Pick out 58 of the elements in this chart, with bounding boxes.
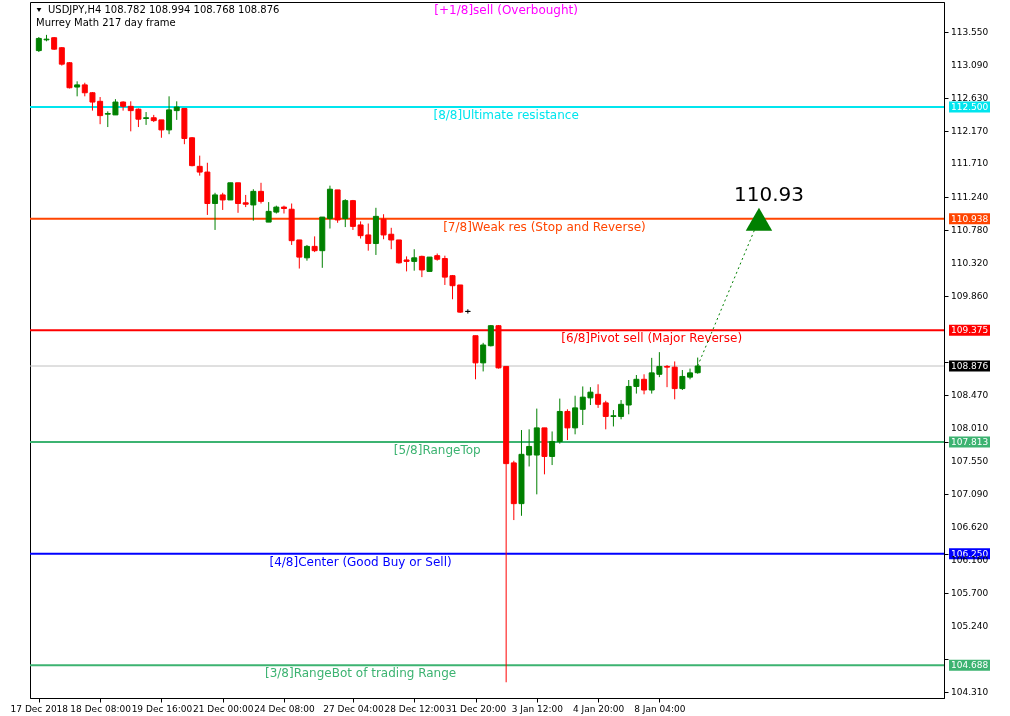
candlestick bbox=[166, 95, 173, 135]
x-tick-label: 3 Jan 12:00 bbox=[511, 703, 564, 714]
ref-line-label: [4/8]Center (Good Buy or Sell) bbox=[269, 554, 452, 569]
y-tick-label: 111.240 bbox=[951, 192, 989, 203]
y-tick-label: 112.630 bbox=[951, 92, 989, 103]
candlestick bbox=[235, 182, 242, 214]
x-tick-label: 28 Dec 12:00 bbox=[384, 703, 446, 714]
candlestick bbox=[212, 192, 219, 231]
y-tick-label: 109.860 bbox=[951, 290, 989, 301]
ref-line-label: [8/8]Ultimate resistance bbox=[433, 108, 579, 123]
candlestick bbox=[258, 182, 264, 205]
candlestick bbox=[480, 342, 487, 372]
annotation: 110.93 bbox=[733, 182, 804, 207]
candlestick bbox=[250, 188, 257, 222]
candlestick bbox=[342, 198, 349, 228]
candlestick bbox=[549, 430, 556, 466]
candlestick bbox=[74, 80, 81, 97]
y-tick-label: 110.780 bbox=[951, 224, 989, 235]
candlestick bbox=[641, 373, 648, 395]
candlestick bbox=[280, 205, 287, 215]
y-tick-label: 108.010 bbox=[951, 422, 989, 433]
chart-title: USDJPY,H4 108.782 108.994 108.768 108.876 bbox=[48, 4, 280, 15]
y-tick-label: 105.240 bbox=[951, 620, 989, 631]
candlestick bbox=[664, 364, 671, 388]
candlestick bbox=[143, 111, 150, 126]
candlestick bbox=[602, 400, 609, 430]
x-tick-label: 8 Jan 04:00 bbox=[634, 703, 686, 714]
candlestick bbox=[173, 100, 180, 121]
candlestick bbox=[671, 360, 678, 400]
y-tick-label: 106.620 bbox=[951, 522, 989, 533]
y-tick-label: 107.550 bbox=[951, 455, 989, 466]
x-tick-label: 27 Dec 04:00 bbox=[323, 703, 384, 714]
x-tick-label: 19 Dec 16:00 bbox=[131, 703, 193, 714]
y-tick-label: 105.700 bbox=[951, 587, 989, 598]
ref-line-label: [5/8]RangeTop bbox=[393, 442, 481, 457]
candlestick bbox=[572, 395, 579, 435]
x-tick-label: 17 Dec 2018 bbox=[10, 703, 69, 714]
annotation: [+1/8]sell (Overbought) bbox=[434, 3, 578, 17]
candlestick bbox=[564, 408, 571, 441]
y-tick-label: 110.320 bbox=[951, 257, 989, 268]
y-tick-label: 111.710 bbox=[951, 158, 989, 169]
ref-line-label: [3/8]RangeBot of trading Range bbox=[264, 666, 457, 681]
y-tick-label: 107.090 bbox=[951, 488, 989, 499]
y-tick-label: 104.310 bbox=[951, 687, 989, 698]
y-tick-label: 108.470 bbox=[951, 390, 989, 401]
x-tick-label: 18 Dec 08:00 bbox=[70, 703, 132, 714]
x-tick-label: 4 Jan 20:00 bbox=[572, 703, 625, 714]
y-tick-label: 113.090 bbox=[951, 59, 989, 70]
x-tick-label: 21 Dec 00:00 bbox=[192, 703, 254, 714]
x-tick-label: 24 Dec 08:00 bbox=[254, 703, 316, 714]
ref-line-label: [6/8]Pivot sell (Major Reverse) bbox=[561, 331, 743, 346]
y-tick-label: 113.550 bbox=[951, 27, 989, 38]
text: Murrey Math 217 day frame bbox=[36, 17, 176, 28]
x-tick-label: 31 Dec 20:00 bbox=[445, 703, 507, 714]
ref-line-label: [7/8]Weak res (Stop and Reverse) bbox=[443, 219, 646, 234]
candlestick bbox=[595, 383, 602, 409]
candlestick bbox=[411, 248, 418, 272]
y-tick-label: 112.170 bbox=[951, 125, 989, 136]
